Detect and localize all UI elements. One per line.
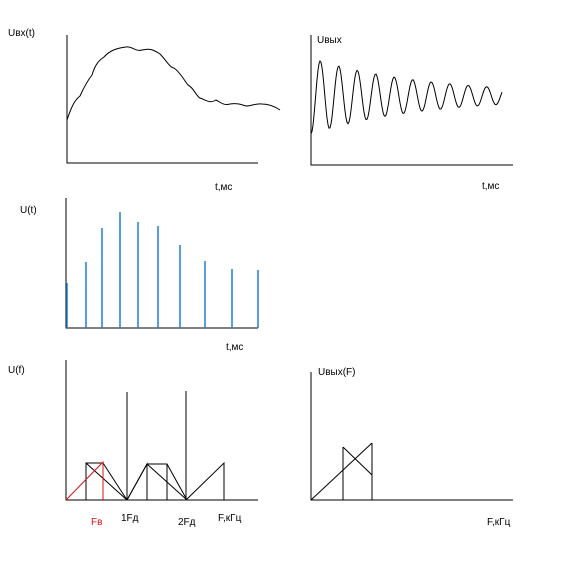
y-label: Uвых [317,35,342,46]
output-spectrum-lines [310,442,373,501]
baseband-spectrum [65,460,104,501]
output-signal-panel: Uвых t,мс [310,35,513,192]
axes [310,35,513,166]
fv-label: Fв [91,517,102,528]
samples [66,212,259,328]
axes [310,372,513,501]
x-label: t,мс [215,182,232,193]
y-label: U(f) [8,365,25,376]
sampled-signal-panel: U(t) t,мс [20,198,259,353]
x-label: t,мс [226,342,243,353]
axes [66,35,258,164]
x-label: t,мс [482,181,499,192]
y-label: U(t) [20,205,37,216]
x-label: F,кГц [487,517,511,528]
output-curve [310,59,503,135]
y-label: Uвых(F) [318,367,356,378]
y-label: Uвх(t) [8,28,35,39]
x-label: F,кГц [218,513,242,524]
spectrum-lines [85,391,225,501]
axes [65,198,258,329]
axes [65,360,258,501]
input-curve [66,46,281,121]
spectrum-panel: U(f) Fв 1Fд 2Fд F,кГц [8,360,258,528]
fd1-label: 1Fд [121,513,139,524]
input-signal-panel: Uвх(t) t,мс [8,28,281,193]
fd2-label: 2Fд [178,517,196,528]
output-spectrum-panel: Uвых(F) F,кГц [310,367,513,528]
